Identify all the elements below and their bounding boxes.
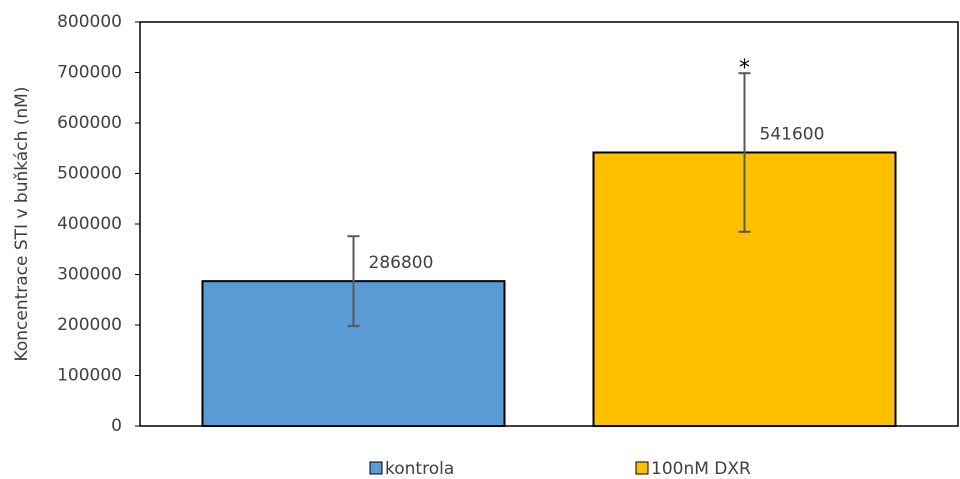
legend-label: 100nM DXR (651, 459, 751, 479)
legend-swatch (369, 461, 383, 475)
y-tick-label: 300000 (57, 265, 122, 285)
y-tick-label: 800000 (57, 12, 122, 32)
y-tick-label: 0 (111, 416, 122, 436)
y-tick-label: 600000 (57, 113, 122, 133)
y-tick-label: 500000 (57, 164, 122, 184)
error-bar (347, 235, 360, 328)
significance-mark: * (739, 56, 750, 81)
legend-label: kontrola (385, 459, 454, 479)
y-tick-label: 700000 (57, 63, 122, 83)
plot-frame (139, 21, 959, 427)
y-axis-title: Koncentrace STI v buňkách (nM) (12, 87, 32, 362)
y-tick-label: 200000 (57, 315, 122, 335)
error-bar (738, 72, 751, 233)
y-tick-label: 100000 (57, 366, 122, 386)
data-label: 286800 (369, 253, 434, 273)
y-tick-label: 400000 (57, 214, 122, 234)
legend-swatch (635, 461, 649, 475)
data-label: 541600 (760, 124, 825, 144)
